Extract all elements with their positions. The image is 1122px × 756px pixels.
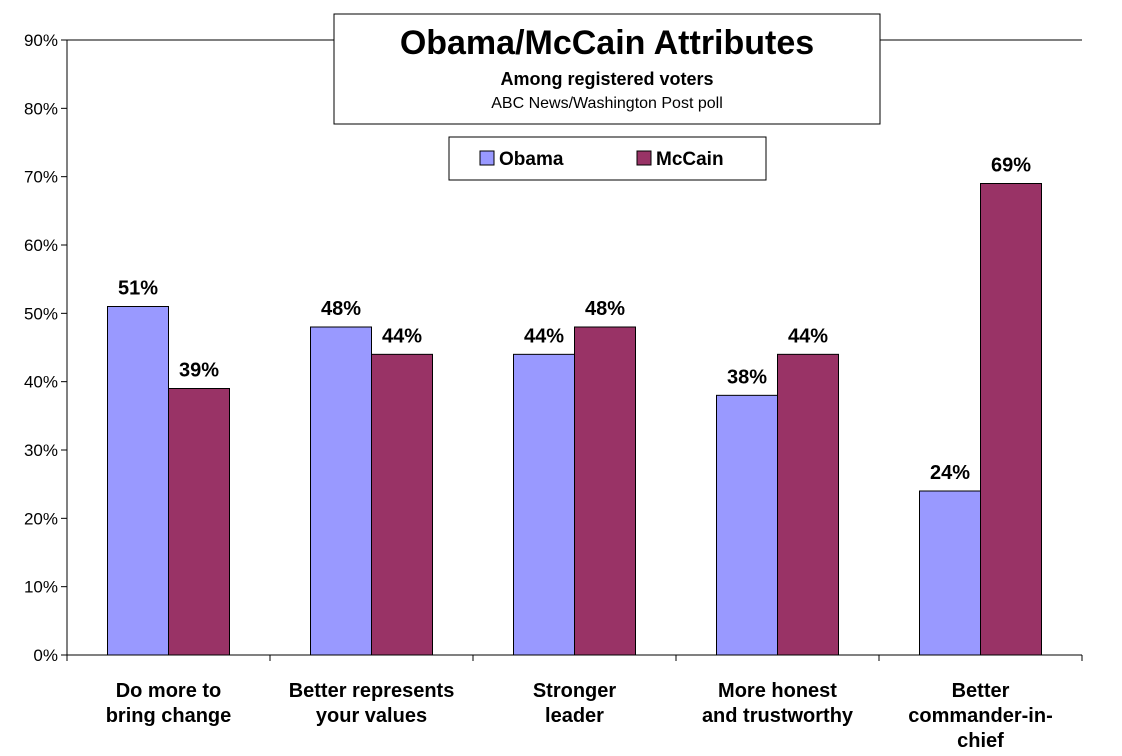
- bar-obama-5: [919, 490, 981, 656]
- y-tick-label: 50%: [24, 304, 58, 323]
- y-tick-label: 0%: [33, 646, 58, 665]
- data-label: 24%: [930, 462, 970, 484]
- legend-swatch-obama: [479, 150, 495, 166]
- x-category-label: More honest and trustworthy: [702, 680, 854, 727]
- y-tick-label: 70%: [24, 168, 58, 187]
- bar-obama-2: [310, 326, 372, 656]
- legend-swatch-mccain: [636, 150, 652, 166]
- title-box: Obama/McCain Attributes Among registered…: [333, 13, 881, 125]
- axes: 0% 10% 20% 30% 40% 50% 60% 70% 80% 90%: [24, 31, 1083, 665]
- chart-subtitle: Among registered voters: [500, 69, 713, 89]
- data-label: 44%: [524, 325, 564, 347]
- y-tick-label: 10%: [24, 578, 58, 597]
- data-label: 48%: [585, 298, 625, 320]
- data-label: 51%: [118, 278, 158, 300]
- legend: Obama McCain: [448, 136, 767, 181]
- y-tick-label: 80%: [24, 99, 58, 118]
- data-label: 44%: [788, 325, 828, 347]
- y-tick-label: 90%: [24, 31, 58, 50]
- bar-mccain-2: [371, 353, 433, 656]
- x-category-label: Do more to bring change: [106, 680, 232, 727]
- chart-source: ABC News/Washington Post poll: [491, 95, 723, 112]
- x-category-label: Better commander-in-chief: [908, 680, 1052, 752]
- x-category-label: Better represents your values: [289, 680, 455, 727]
- bar-obama-1: [107, 306, 169, 656]
- data-label: 48%: [321, 298, 361, 320]
- legend-label-mccain: McCain: [656, 149, 724, 170]
- x-category-label: Stronger leader: [533, 680, 617, 727]
- chart-title: Obama/McCain Attributes: [400, 24, 814, 62]
- bar-mccain-5: [980, 183, 1042, 656]
- data-label: 38%: [727, 366, 767, 388]
- bar-obama-3: [513, 353, 575, 656]
- bars: [107, 183, 1042, 656]
- category-labels: Do more to bring change Better represents y…: [106, 680, 1053, 752]
- bar-mccain-1: [168, 388, 230, 656]
- data-labels: 51% 39% 48% 44% 44% 48% 38% 44% 24% 69%: [118, 155, 1031, 485]
- y-tick-label: 20%: [24, 509, 58, 528]
- bar-mccain-4: [777, 353, 839, 656]
- y-tick-label: 60%: [24, 236, 58, 255]
- data-label: 39%: [179, 360, 219, 382]
- legend-label-obama: Obama: [499, 149, 564, 170]
- y-tick-label: 40%: [24, 373, 58, 392]
- data-label: 44%: [382, 325, 422, 347]
- data-label: 69%: [991, 155, 1031, 177]
- legend-frame: [448, 136, 767, 181]
- title-box-frame: [333, 13, 881, 125]
- bar-obama-4: [716, 394, 778, 656]
- bar-mccain-3: [574, 326, 636, 656]
- y-tick-label: 30%: [24, 441, 58, 460]
